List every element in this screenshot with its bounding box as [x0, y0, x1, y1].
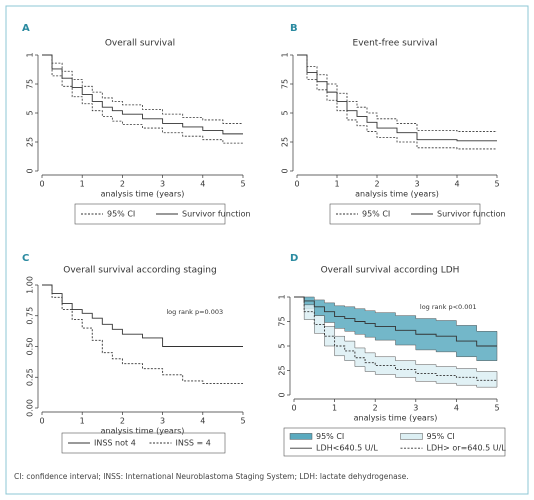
legend-label: LDH> or=640.5 U/L: [427, 444, 507, 453]
panel-label: C: [22, 253, 29, 264]
legend-box: [283, 427, 506, 457]
panel-label: D: [290, 253, 298, 264]
x-tick-label: 0: [294, 180, 299, 189]
frame: [5, 5, 529, 495]
chart-title: Overall survival according staging: [63, 266, 216, 276]
panel-label: B: [290, 23, 298, 34]
legend-box: [74, 203, 226, 225]
x-tick-label: 3: [160, 180, 165, 189]
x-tick-label: 0: [39, 417, 44, 426]
y-tick-label: 75: [26, 79, 35, 89]
annotation: log rank p<0.001: [420, 303, 477, 311]
y-tick-label: 75: [281, 79, 290, 89]
legend-label: Survivor function: [437, 210, 506, 219]
x-axis-label: analysis time (years): [101, 190, 185, 199]
ci-line: [42, 54, 243, 144]
survival-line: [297, 54, 497, 142]
legend-label: 95% CI: [427, 432, 455, 441]
y-tick-label: 0: [26, 168, 35, 173]
x-tick-label: 4: [200, 180, 205, 189]
x-tick-label: 3: [414, 180, 419, 189]
y-tick-label: 0.75: [26, 307, 35, 325]
legend-swatch: [400, 433, 423, 440]
x-axis-label: analysis time (years): [355, 190, 439, 199]
x-tick-label: 1: [80, 417, 85, 426]
y-tick-label: 75: [278, 316, 287, 326]
ci-line: [297, 54, 497, 150]
survival-line: [42, 54, 243, 135]
survival-line: [42, 284, 243, 384]
x-tick-label: 2: [373, 404, 378, 413]
legend-label: INSS not 4: [94, 439, 136, 448]
survival-line: [294, 296, 497, 347]
footnote: CI: confidence interval; INSS: Internati…: [14, 472, 409, 481]
y-tick-label: 25: [281, 137, 290, 147]
x-tick-label: 5: [494, 404, 499, 413]
x-tick-label: 2: [120, 417, 125, 426]
x-tick-label: 1: [80, 180, 85, 189]
x-tick-label: 4: [200, 417, 205, 426]
x-axis-label: analysis time (years): [101, 427, 185, 436]
panel-label: A: [22, 23, 30, 34]
x-tick-label: 5: [494, 180, 499, 189]
y-tick-label: 1: [281, 52, 290, 57]
y-tick-label: 25: [278, 365, 287, 375]
y-tick-label: 1: [26, 52, 35, 57]
y-tick-label: 0.50: [26, 338, 35, 356]
y-tick-label: 5: [26, 110, 35, 115]
x-tick-label: 2: [374, 180, 379, 189]
legend-box: [61, 432, 226, 454]
annotation: log rank p=0.003: [166, 308, 223, 316]
x-tick-label: 3: [160, 417, 165, 426]
y-tick-label: 25: [26, 137, 35, 147]
x-tick-label: 4: [454, 404, 459, 413]
x-tick-label: 5: [240, 417, 245, 426]
legend-swatch: [289, 433, 313, 440]
x-axis-label: analysis time (years): [354, 414, 438, 423]
x-tick-label: 1: [332, 404, 337, 413]
chart-title: Overall survival according LDH: [321, 266, 460, 276]
y-tick-label: 1: [278, 294, 287, 299]
chart-title: Event-free survival: [353, 39, 438, 49]
legend-box: [329, 203, 481, 225]
ci-line: [297, 54, 497, 132]
legend-label: 95% CI: [316, 432, 344, 441]
legend-label: LDH<640.5 U/L: [316, 444, 378, 453]
y-tick-label: 0.00: [26, 399, 35, 417]
legend-label: 95% CI: [107, 210, 135, 219]
y-tick-label: 5: [278, 343, 287, 348]
y-tick-label: 5: [281, 110, 290, 115]
x-tick-label: 5: [240, 180, 245, 189]
x-tick-label: 0: [39, 180, 44, 189]
legend-label: 95% CI: [362, 210, 390, 219]
x-tick-label: 2: [120, 180, 125, 189]
survival-line: [294, 296, 497, 381]
x-tick-label: 4: [454, 180, 459, 189]
legend-label: INSS = 4: [176, 439, 211, 448]
x-tick-label: 1: [334, 180, 339, 189]
y-tick-label: 0: [278, 392, 287, 397]
legend-label: Survivor function: [182, 210, 251, 219]
y-tick-label: 0.25: [26, 368, 35, 386]
x-tick-label: 0: [291, 404, 296, 413]
y-tick-label: 1.00: [26, 276, 35, 294]
chart-title: Overall survival: [105, 39, 175, 49]
x-tick-label: 3: [413, 404, 418, 413]
y-tick-label: 0: [281, 168, 290, 173]
